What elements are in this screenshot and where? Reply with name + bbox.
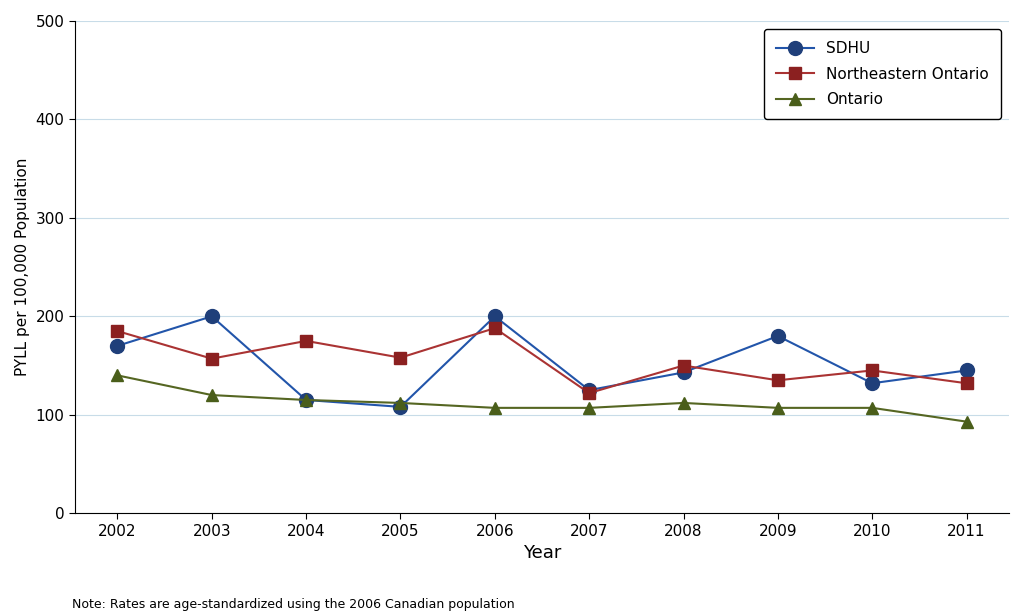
Northeastern Ontario bbox=[961, 379, 973, 387]
Text: Note: Rates are age-standardized using the 2006 Canadian population: Note: Rates are age-standardized using t… bbox=[72, 598, 514, 611]
Ontario bbox=[112, 371, 124, 379]
Northeastern Ontario bbox=[677, 362, 689, 369]
SDHU bbox=[206, 313, 218, 320]
SDHU bbox=[488, 313, 501, 320]
Ontario bbox=[394, 399, 407, 406]
Line: Ontario: Ontario bbox=[112, 369, 973, 428]
SDHU bbox=[112, 342, 124, 349]
Line: SDHU: SDHU bbox=[111, 309, 974, 414]
Legend: SDHU, Northeastern Ontario, Ontario: SDHU, Northeastern Ontario, Ontario bbox=[764, 29, 1001, 120]
Ontario bbox=[206, 391, 218, 398]
Northeastern Ontario bbox=[866, 367, 879, 374]
Northeastern Ontario bbox=[206, 355, 218, 362]
SDHU bbox=[866, 379, 879, 387]
Line: Northeastern Ontario: Northeastern Ontario bbox=[112, 322, 972, 398]
Northeastern Ontario bbox=[772, 376, 784, 384]
SDHU bbox=[583, 386, 595, 394]
Northeastern Ontario bbox=[300, 337, 312, 344]
SDHU bbox=[394, 403, 407, 411]
Northeastern Ontario bbox=[488, 324, 501, 332]
SDHU bbox=[677, 369, 689, 376]
Northeastern Ontario bbox=[112, 327, 124, 335]
Ontario bbox=[677, 399, 689, 406]
Ontario bbox=[866, 404, 879, 411]
Ontario bbox=[488, 404, 501, 411]
Northeastern Ontario bbox=[583, 389, 595, 397]
SDHU bbox=[772, 332, 784, 340]
Northeastern Ontario bbox=[394, 354, 407, 362]
Ontario bbox=[583, 404, 595, 411]
SDHU bbox=[961, 367, 973, 374]
X-axis label: Year: Year bbox=[523, 544, 561, 562]
Ontario bbox=[772, 404, 784, 411]
Y-axis label: PYLL per 100,000 Population: PYLL per 100,000 Population bbox=[15, 158, 30, 376]
Ontario bbox=[961, 418, 973, 426]
SDHU bbox=[300, 396, 312, 403]
Ontario bbox=[300, 396, 312, 403]
